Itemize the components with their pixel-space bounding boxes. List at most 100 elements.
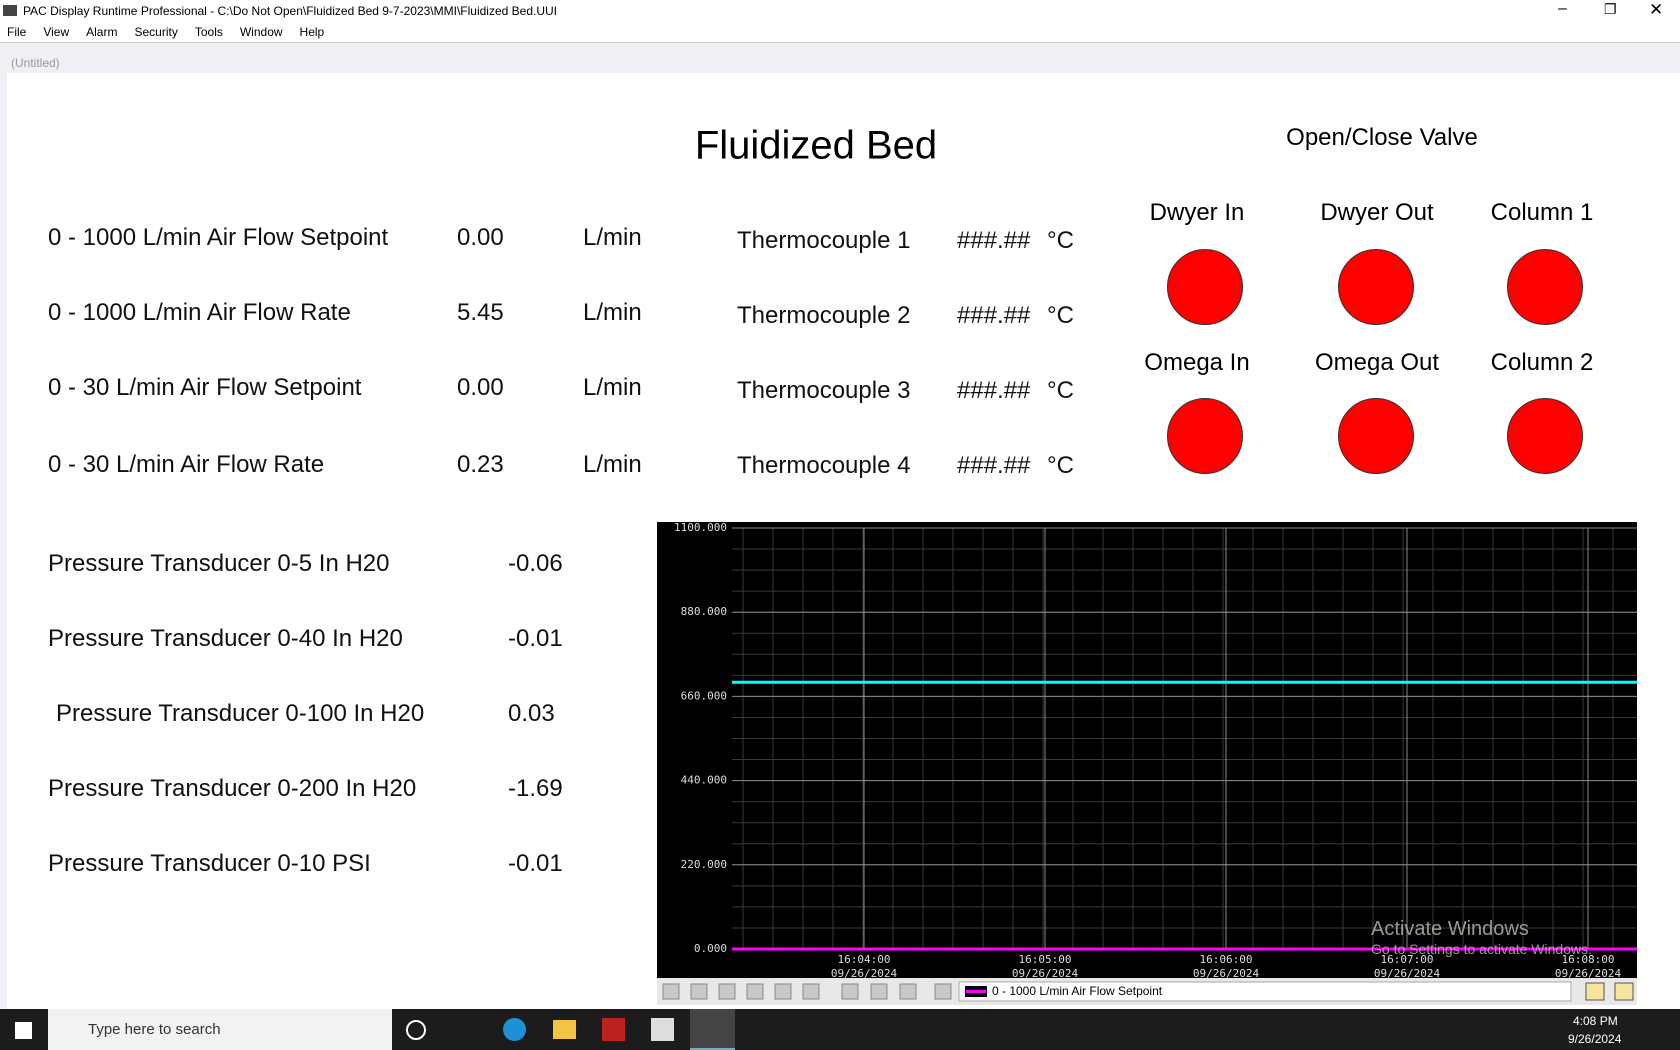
menu-item[interactable]: File xyxy=(7,25,27,39)
pressure-value: -0.06 xyxy=(508,550,563,577)
thermocouple-unit: °C xyxy=(1047,227,1074,254)
toolbar-button xyxy=(1585,982,1605,1001)
valve-indicator[interactable] xyxy=(1507,249,1583,325)
toolbar-button xyxy=(718,983,736,1000)
toolbar-button xyxy=(690,983,708,1000)
valve-indicator[interactable] xyxy=(1167,249,1243,325)
thermocouple-value: ###.## xyxy=(957,302,1031,329)
flow-value: 0.00 xyxy=(457,224,504,251)
thermocouple-value: ###.## xyxy=(957,452,1031,479)
y-tick-label: 220.000 xyxy=(681,858,727,871)
title-bar: PAC Display Runtime Professional - C:\Do… xyxy=(0,0,1680,22)
menu-item[interactable]: Alarm xyxy=(86,25,118,39)
toolbar-button xyxy=(899,983,917,1000)
document-title: (Untitled) xyxy=(11,56,60,70)
x-tick-time: 16:04:00 xyxy=(838,953,891,966)
pressure-value: 0.03 xyxy=(508,700,555,727)
valve-indicator[interactable] xyxy=(1338,249,1414,325)
x-tick-date: 09/26/2024 xyxy=(1374,967,1441,980)
toolbar-button xyxy=(746,983,764,1000)
maximize[interactable]: ❐ xyxy=(1604,1,1617,17)
minimize[interactable]: – xyxy=(1558,0,1567,17)
toolbar-button xyxy=(662,983,680,1000)
pressure-label: Pressure Transducer 0-40 In H20 xyxy=(48,625,403,652)
y-tick-label: 440.000 xyxy=(681,774,727,787)
menu-bar: File View Alarm Security Tools Window Help xyxy=(0,22,1680,43)
x-tick-date: 09/26/2024 xyxy=(1193,967,1260,980)
valve-label: Column 2 xyxy=(1490,349,1594,376)
clock-time: 4:08 PM xyxy=(1573,1014,1618,1028)
flow-label: 0 - 1000 L/min Air Flow Setpoint xyxy=(48,224,389,251)
app-icon-3[interactable] xyxy=(690,1009,735,1050)
thermocouple-value: ###.## xyxy=(957,227,1031,254)
close[interactable]: ✕ xyxy=(1649,0,1664,19)
valve-title: Open/Close Valve xyxy=(1286,124,1478,151)
flow-label: 0 - 30 L/min Air Flow Rate xyxy=(48,451,325,478)
start-button[interactable] xyxy=(15,1022,32,1039)
thermocouple-label: Thermocouple 2 xyxy=(737,302,911,329)
valve-indicator[interactable] xyxy=(1167,398,1243,474)
explorer-icon[interactable] xyxy=(553,1020,576,1039)
x-tick-time: 16:06:00 xyxy=(1200,953,1253,966)
y-tick-label: 660.000 xyxy=(681,689,727,702)
watermark-text: Go to Settings to activate Windows. xyxy=(1371,941,1592,957)
search-box[interactable]: Type here to search xyxy=(48,1009,392,1050)
pressure-label: Pressure Transducer 0-5 In H20 xyxy=(48,550,390,577)
flow-value: 5.45 xyxy=(457,299,504,326)
legend-box xyxy=(958,981,1572,1002)
pressure-label: Pressure Transducer 0-200 In H20 xyxy=(48,775,417,802)
thermocouple-unit: °C xyxy=(1047,452,1074,479)
edge-icon[interactable] xyxy=(503,1018,526,1041)
search-placeholder: Type here to search xyxy=(88,1021,221,1038)
hmi: Fluidized Bed Open/Close Valve 0 - 1000 … xyxy=(48,123,1594,878)
menu-item[interactable]: Tools xyxy=(194,25,223,39)
toolbar-button xyxy=(934,983,952,1000)
app-icon-1[interactable] xyxy=(602,1018,625,1041)
valve-label: Omega Out xyxy=(1314,349,1440,376)
valve-label: Omega In xyxy=(1144,349,1250,376)
watermark-title: Activate Windows xyxy=(1371,918,1529,940)
thermocouple-unit: °C xyxy=(1047,377,1074,404)
taskbar: Type here to search 4:08 PM 9/26/2024 xyxy=(0,1009,1680,1050)
app-icon-2[interactable] xyxy=(651,1018,674,1041)
valve-label: Column 1 xyxy=(1490,199,1594,226)
flow-unit: L/min xyxy=(583,451,642,478)
valve-indicator[interactable] xyxy=(1507,398,1583,474)
toolbar-button xyxy=(774,983,792,1000)
flow-unit: L/min xyxy=(583,224,642,251)
menu-item[interactable]: Help xyxy=(299,25,325,39)
thermocouple-value: ###.## xyxy=(957,377,1031,404)
x-tick-date: 09/26/2024 xyxy=(831,967,898,980)
pressure-value: -0.01 xyxy=(508,625,563,652)
x-tick-time: 16:08:00 xyxy=(1562,953,1615,966)
flow-label: 0 - 1000 L/min Air Flow Rate xyxy=(48,299,351,326)
cortana[interactable] xyxy=(406,1020,426,1040)
trend-chart: 0.000 220.000 440.000 660.000 880.000 1100.00… xyxy=(657,522,1637,1005)
valve-label: Dwyer Out xyxy=(1320,199,1434,226)
thermocouple-unit: °C xyxy=(1047,302,1074,329)
toolbar-button xyxy=(1614,982,1634,1001)
x-tick-time: 16:05:00 xyxy=(1019,953,1072,966)
valve-indicator[interactable] xyxy=(1338,398,1414,474)
flow-unit: L/min xyxy=(583,374,642,401)
y-tick-label: 1100.000 xyxy=(674,522,727,534)
menu-item[interactable]: Window xyxy=(239,25,283,39)
flow-value: 0.00 xyxy=(457,374,504,401)
screen-title: Fluidized Bed xyxy=(694,123,938,168)
app-icon xyxy=(3,5,17,16)
thermocouple-label: Thermocouple 1 xyxy=(737,227,911,254)
x-tick-date: 09/26/2024 xyxy=(1555,967,1622,980)
clock-date: 9/26/2024 xyxy=(1568,1032,1622,1046)
valve-label: Dwyer In xyxy=(1149,199,1245,226)
flow-value: 0.23 xyxy=(457,451,504,478)
watermark: Activate Windows Go to Settings to activ… xyxy=(1371,918,1592,957)
toolbar-button xyxy=(870,983,888,1000)
pressure-label: Pressure Transducer 0-100 In H20 xyxy=(56,700,425,727)
menu-item[interactable]: View xyxy=(43,25,70,39)
y-tick-label: 0.000 xyxy=(694,942,727,955)
thermocouple-label: Thermocouple 3 xyxy=(737,377,911,404)
flow-label: 0 - 30 L/min Air Flow Setpoint xyxy=(48,374,362,401)
thermocouple-label: Thermocouple 4 xyxy=(737,452,911,479)
menu-item[interactable]: Security xyxy=(134,25,178,39)
